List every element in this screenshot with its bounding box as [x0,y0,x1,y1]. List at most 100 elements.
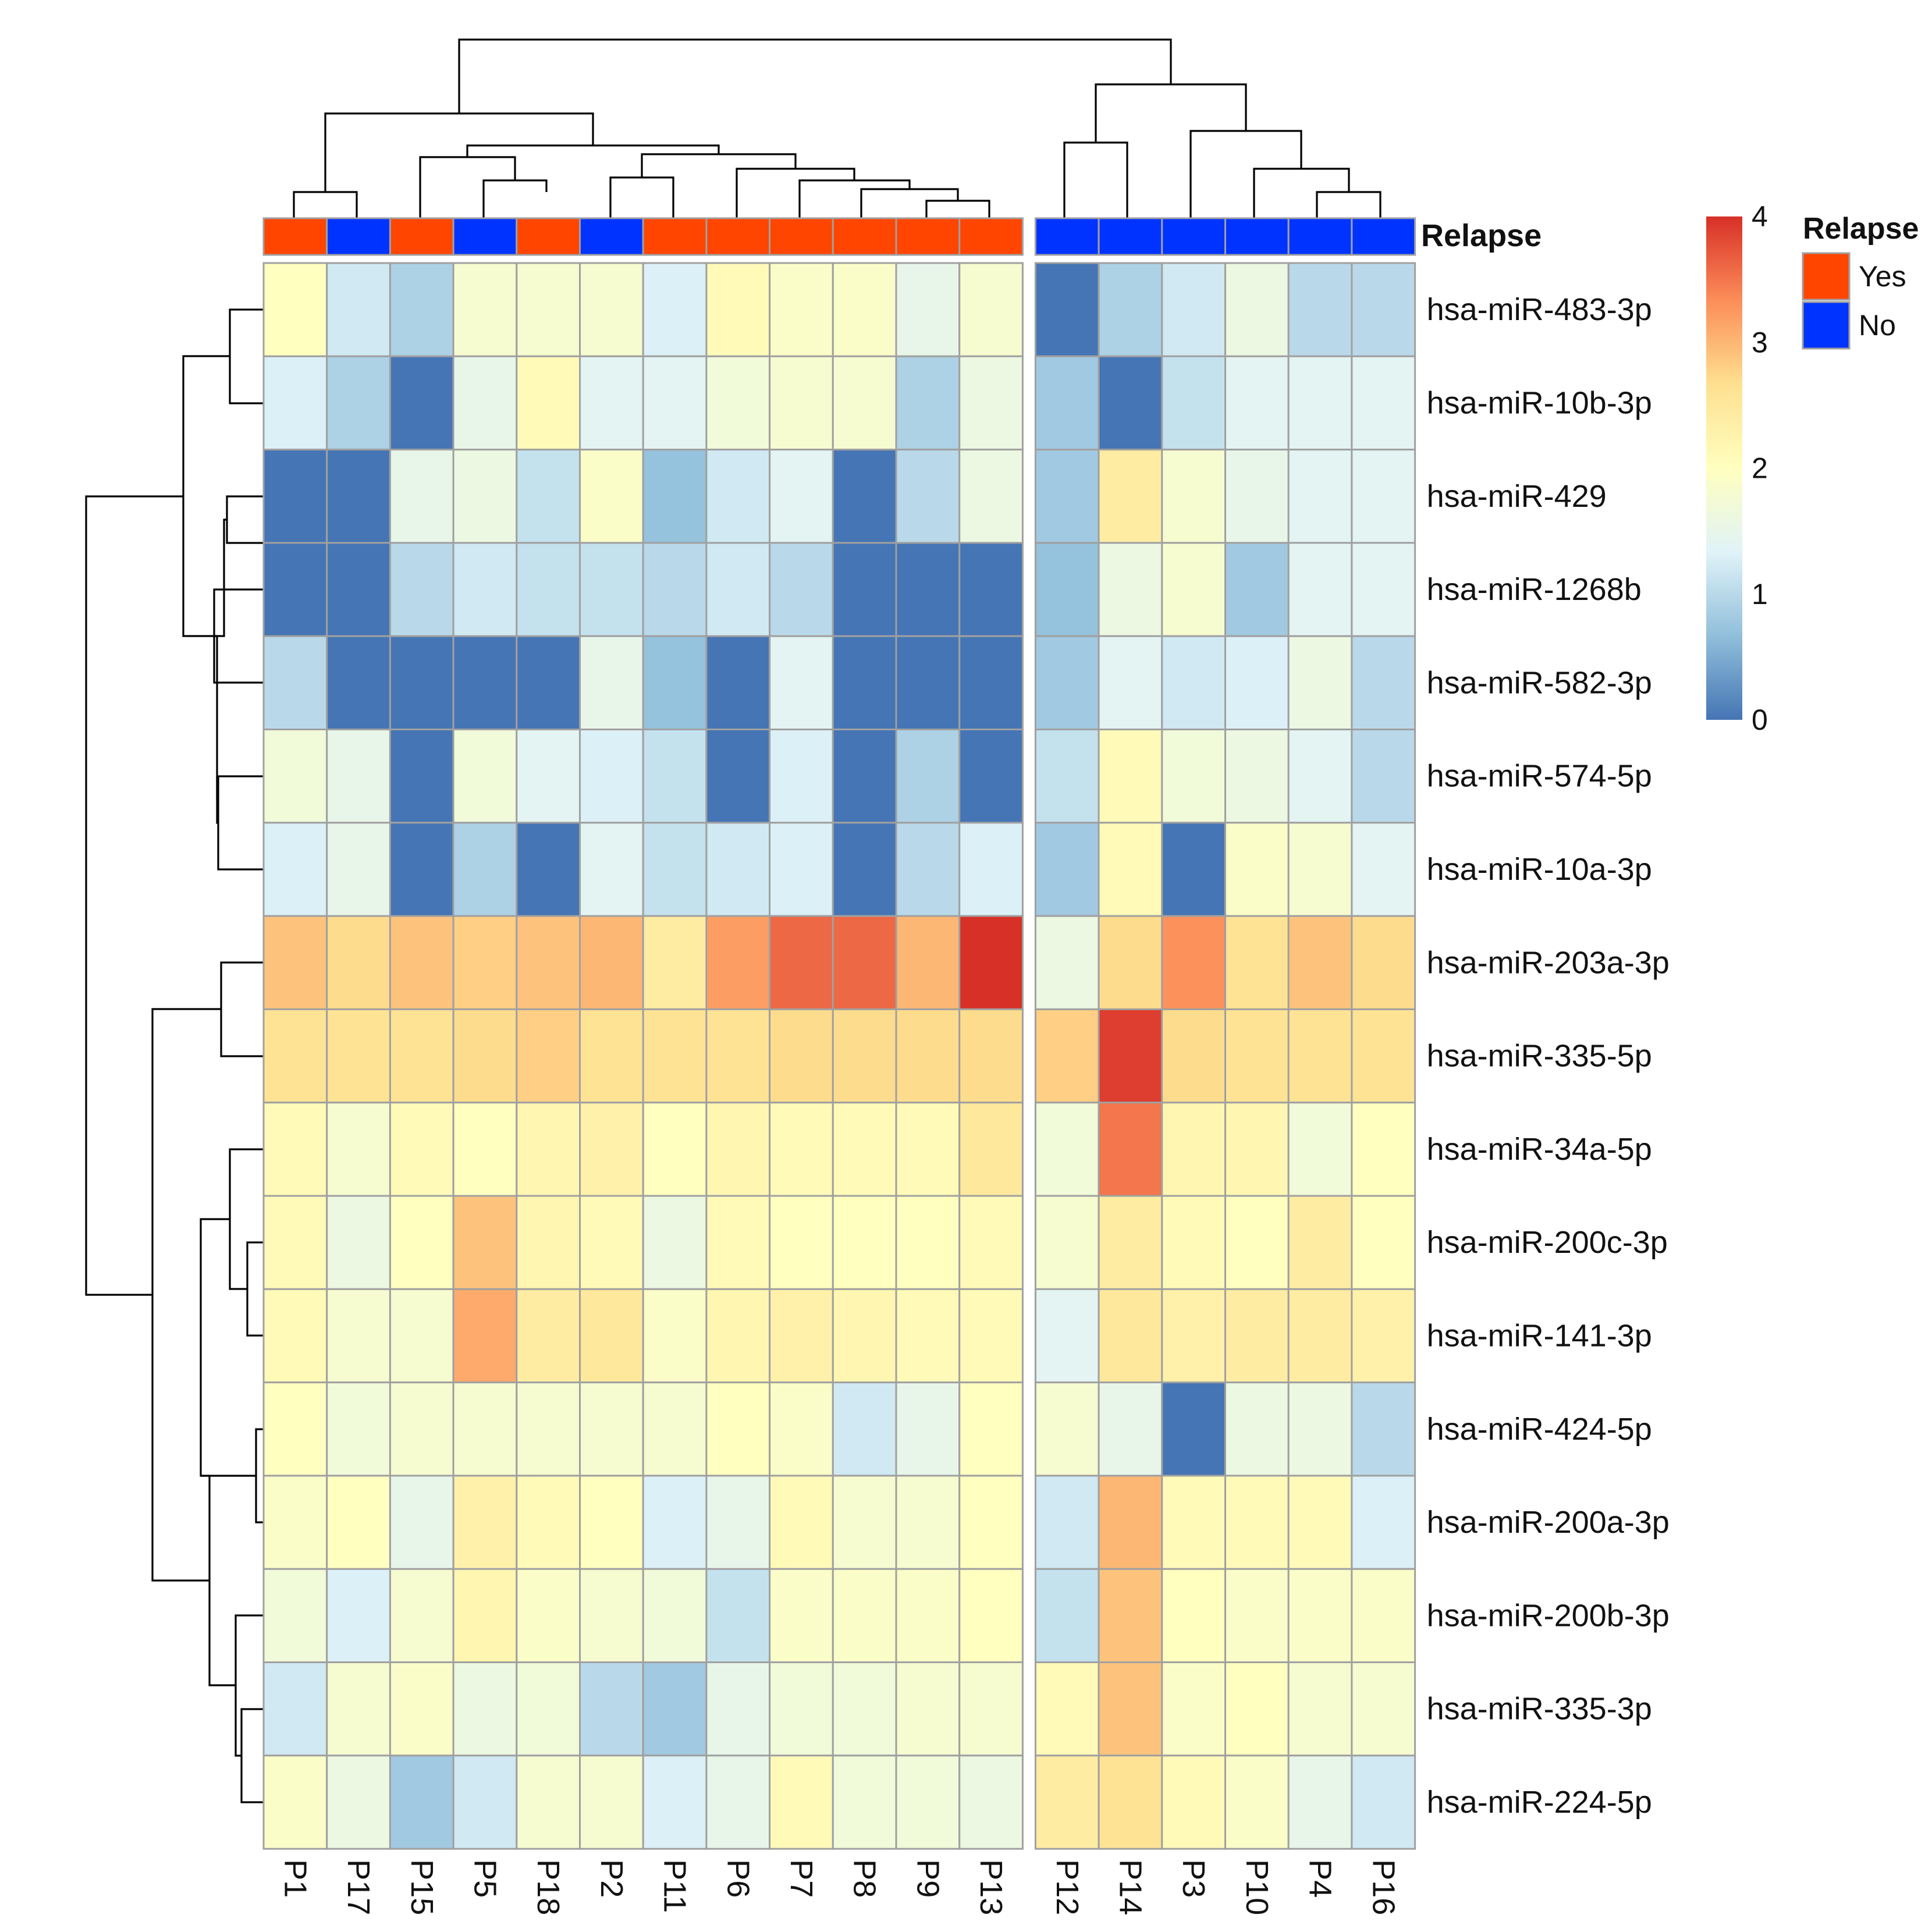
heatmap-cell [262,1008,328,1104]
heatmap-cell [389,1661,454,1757]
heatmap-cell [1098,1288,1163,1384]
color-scale-tick-label: 3 [1752,326,1768,358]
column-label: P14 [1113,1859,1148,1915]
heatmap-cell [642,1381,708,1477]
heatmap-cell [958,1755,1024,1850]
heatmap-cell [389,1008,454,1104]
heatmap-cell [326,262,391,357]
heatmap-cell [262,449,328,544]
heatmap-cell [1351,1008,1416,1104]
column-labels: P1 P17 P15 P5 P18 P2 P11 P6 P7 P8 P9 P13 P12 P14 P3 P10… [278,1859,1401,1915]
heatmap-cell [1098,1102,1163,1197]
row-dendrogram [85,308,264,1803]
annotation-cell [262,217,328,256]
column-label: P17 [341,1859,376,1915]
heatmap-cell [958,822,1024,917]
heatmap-cell [579,1102,644,1197]
heatmap-cell [1287,1568,1353,1663]
heatmap-cell [516,1008,581,1104]
heatmap-cell [516,542,581,637]
heatmap-cell [452,262,518,357]
heatmap-cell [1287,822,1353,917]
heatmap-cell [1161,1475,1227,1570]
heatmap-cell [1098,542,1163,637]
heatmap-cell [895,1475,961,1570]
heatmap-cell [452,729,518,824]
column-label: P7 [784,1859,819,1898]
heatmap-cell [1351,1102,1416,1197]
heatmap-cell [769,542,834,637]
column-label: P6 [720,1859,755,1898]
heatmap-cell [579,1288,644,1384]
heatmap-cell [1224,729,1290,824]
heatmap-cell [769,729,834,824]
heatmap-cell [326,1755,391,1850]
heatmap-cell [1161,355,1227,451]
heatmap-cell [389,262,454,357]
heatmap-cell [326,1661,391,1757]
heatmap-cell [1287,915,1353,1010]
heatmap-cell [1161,542,1227,637]
heatmap-cell [1351,355,1416,451]
column-label: P10 [1240,1859,1274,1915]
annotation-cell [452,217,518,256]
heatmap-cell [769,1288,834,1384]
heatmap-cell [832,1288,897,1384]
heatmap-cell [832,1102,897,1197]
heatmap-cell [832,729,897,824]
heatmap-cell [1287,1008,1353,1104]
heatmap-cell [1098,1755,1163,1850]
heatmap-cell [579,729,644,824]
heatmap-cell [1098,1381,1163,1477]
heatmap-cell [642,1755,708,1850]
row-label: hsa-miR-582-3p [1427,665,1652,700]
heatmap-cell [642,355,708,451]
heatmap-cell [705,1195,771,1290]
heatmap-cell [1098,1195,1163,1290]
heatmap-cell [1098,1568,1163,1663]
heatmap-cell [389,1568,454,1663]
heatmap-cell [895,1008,961,1104]
heatmap-cell [895,262,961,357]
heatmap-cell [769,1102,834,1197]
heatmap-cell [642,449,708,544]
heatmap-cell [1034,1755,1100,1850]
color-scale-tick-label: 1 [1752,578,1768,610]
row-label: hsa-miR-34a-5p [1427,1132,1652,1167]
heatmap-cell [1351,542,1416,637]
heatmap-cell [516,1195,581,1290]
heatmap-cell [1287,1288,1353,1384]
legend-label-no: No [1859,309,1896,342]
heatmap-cell [579,915,644,1010]
annotation-row-label: Relapse [1421,218,1542,253]
annotation-cell [832,217,897,256]
annotation-cell [1224,217,1290,256]
heatmap-cell [1161,1661,1227,1757]
heatmap-cell [1098,262,1163,357]
heatmap-cell [705,355,771,451]
heatmap-cell [579,822,644,917]
row-label: hsa-miR-424-5p [1427,1412,1652,1447]
annotation-cell [1034,217,1100,256]
heatmap-cell [832,915,897,1010]
column-label: P5 [468,1859,503,1898]
heatmap-cell [769,1008,834,1104]
heatmap-cell [1161,1102,1227,1197]
heatmap-cell [1098,915,1163,1010]
heatmap-cell [326,1288,391,1384]
row-label: hsa-miR-141-3p [1427,1319,1652,1354]
heatmap-cell [1161,635,1227,730]
column-label: P15 [404,1859,439,1915]
heatmap-cell [1161,822,1227,917]
heatmap-cell [832,635,897,730]
heatmap-cell [1161,1288,1227,1384]
heatmap-cell [958,635,1024,730]
heatmap-cell [262,915,328,1010]
heatmap-cell [958,1195,1024,1290]
annotation-cell [1098,217,1163,256]
heatmap-cell [1034,1195,1100,1290]
annotation-cell [389,217,454,256]
heatmap-cell [895,1195,961,1290]
heatmap-cell [579,1568,644,1663]
